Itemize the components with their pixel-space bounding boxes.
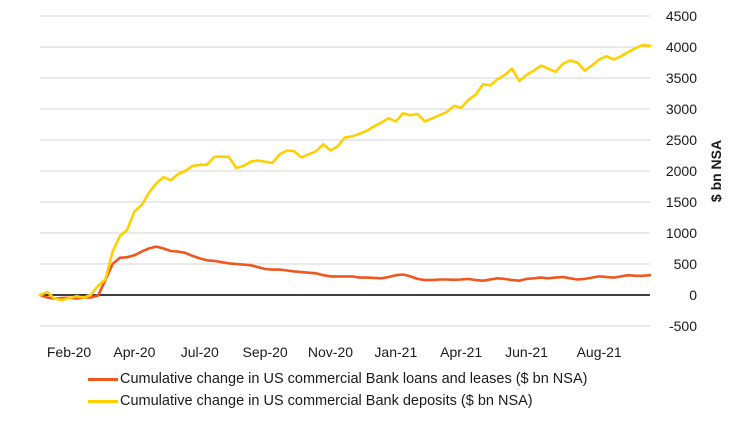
y-tick-label: 0 [689,287,697,303]
y-tick-label: 1500 [666,194,697,210]
x-tick-label: Apr-21 [440,344,482,360]
y-tick-label: 2000 [666,163,697,179]
y-tick-labels: 4500 4000 3500 3000 2500 2000 1500 1000 500 0 -500 [666,8,697,334]
x-tick-label: Jun-21 [505,344,548,360]
y-tick-label: 1000 [666,225,697,241]
legend: Cumulative change in US commercial Bank … [88,368,587,412]
legend-swatch-loans [88,377,118,381]
legend-swatch-deposits [88,399,118,403]
x-tick-label: Nov-20 [308,344,353,360]
x-tick-label: Feb-20 [47,344,92,360]
y-tick-label: 3000 [666,101,697,117]
y-tick-label: -500 [669,318,697,334]
x-tick-label: Sep-20 [243,344,288,360]
y-tick-label: 4500 [666,8,697,24]
x-tick-label: Aug-21 [577,344,622,360]
x-tick-label: Jul-20 [181,344,219,360]
legend-label-loans: Cumulative change in US commercial Bank … [120,371,588,387]
series-lines [38,43,652,302]
legend-item-deposits: Cumulative change in US commercial Bank … [88,390,587,412]
y-tick-label: 500 [674,256,698,272]
x-tick-labels: Feb-20 Apr-20 Jul-20 Sep-20 Nov-20 Jan-21 Apr-… [47,344,622,360]
y-tick-label: 4000 [666,39,697,55]
series-line-deposits [38,43,652,302]
gridlines [40,15,650,327]
y-axis-title: $ bn NSA [708,140,724,202]
legend-item-loans: Cumulative change in US commercial Bank … [88,368,587,390]
legend-label-deposits: Cumulative change in US commercial Bank … [120,393,533,409]
chart-area: 4500 4000 3500 3000 2500 2000 1500 1000 500 0 -500… [38,8,724,360]
x-tick-label: Apr-20 [113,344,155,360]
y-tick-label: 2500 [666,132,697,148]
x-tick-label: Jan-21 [374,344,417,360]
y-tick-label: 3500 [666,70,697,86]
series-line-loans [38,245,652,301]
